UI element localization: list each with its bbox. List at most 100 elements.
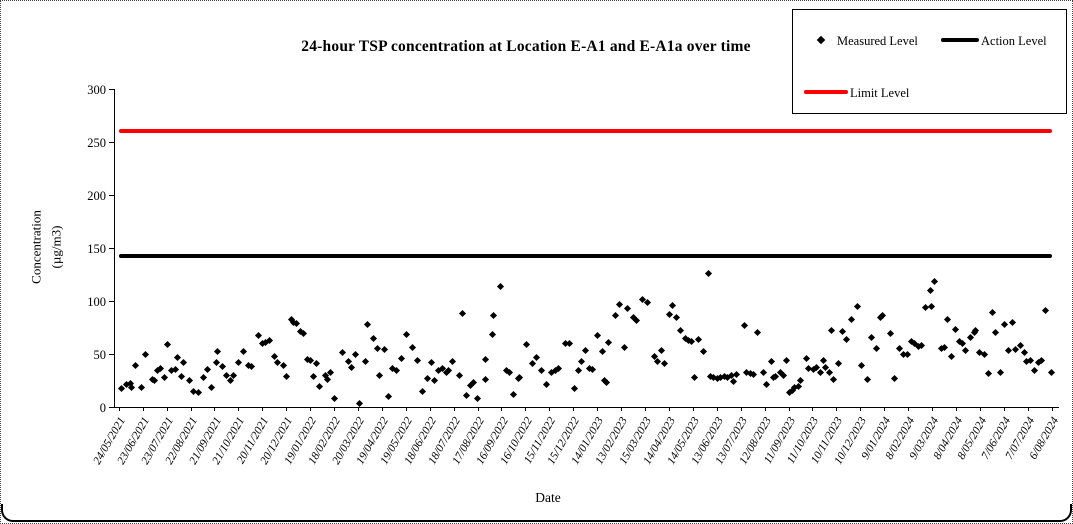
data-point bbox=[330, 394, 338, 403]
x-tick bbox=[932, 407, 934, 411]
data-point bbox=[834, 360, 842, 368]
y-tick bbox=[109, 88, 115, 90]
x-tick bbox=[836, 407, 838, 411]
data-point bbox=[927, 286, 935, 294]
data-point bbox=[1020, 349, 1028, 357]
data-point bbox=[482, 355, 490, 363]
data-point bbox=[705, 269, 713, 277]
y-tick bbox=[109, 406, 115, 408]
data-point bbox=[827, 327, 836, 335]
x-tick bbox=[429, 407, 431, 411]
data-point bbox=[611, 312, 619, 320]
data-point bbox=[449, 357, 457, 365]
data-point bbox=[523, 340, 531, 349]
x-tick bbox=[1003, 407, 1005, 411]
data-point bbox=[462, 391, 470, 399]
data-point bbox=[989, 309, 997, 317]
data-point bbox=[598, 348, 606, 356]
measured-level-diamond-icon bbox=[816, 35, 826, 45]
y-axis-title-line1: Concentration bbox=[28, 210, 44, 284]
data-point bbox=[397, 354, 405, 362]
x-tick bbox=[740, 407, 742, 411]
x-tick bbox=[955, 407, 957, 411]
data-point bbox=[352, 350, 360, 358]
x-tick bbox=[573, 407, 575, 411]
action-level-line-icon bbox=[941, 38, 979, 42]
data-point bbox=[312, 360, 320, 368]
data-point bbox=[254, 332, 263, 340]
data-point bbox=[323, 375, 331, 383]
data-point bbox=[375, 371, 383, 379]
action-level-line bbox=[118, 254, 1053, 259]
data-point bbox=[239, 348, 247, 356]
data-point bbox=[996, 368, 1005, 376]
data-point bbox=[643, 298, 651, 306]
data-point bbox=[930, 278, 938, 286]
data-point bbox=[283, 372, 291, 380]
legend-label-measured-level: Measured Level bbox=[837, 34, 918, 48]
data-point bbox=[863, 375, 871, 383]
data-point bbox=[489, 331, 497, 339]
data-point bbox=[767, 357, 775, 365]
data-point bbox=[581, 347, 589, 355]
x-tick bbox=[166, 407, 168, 411]
data-point bbox=[128, 384, 136, 392]
data-point bbox=[676, 327, 684, 335]
x-tick bbox=[860, 407, 862, 411]
x-tick bbox=[812, 407, 814, 411]
data-point bbox=[589, 366, 597, 374]
data-point bbox=[180, 358, 188, 367]
data-point bbox=[385, 392, 393, 400]
data-point bbox=[873, 345, 881, 353]
y-tick-label: 200 bbox=[87, 188, 106, 203]
x-tick bbox=[692, 407, 694, 411]
data-point bbox=[886, 330, 894, 338]
data-point bbox=[951, 326, 959, 334]
data-point bbox=[891, 374, 899, 382]
data-point bbox=[430, 376, 438, 385]
x-tick bbox=[357, 407, 359, 411]
y-tick bbox=[109, 300, 115, 302]
data-point bbox=[361, 357, 369, 365]
x-tick bbox=[453, 407, 455, 411]
data-point bbox=[571, 385, 579, 393]
data-point bbox=[839, 328, 847, 336]
data-point bbox=[458, 310, 466, 318]
x-tick bbox=[884, 407, 886, 411]
x-tick bbox=[1027, 407, 1029, 411]
legend-label-action-level: Action Level bbox=[981, 34, 1047, 48]
data-point bbox=[235, 358, 243, 367]
data-point bbox=[699, 348, 707, 356]
data-point bbox=[496, 282, 504, 290]
data-point bbox=[532, 353, 540, 361]
data-point bbox=[754, 329, 762, 337]
data-point bbox=[364, 320, 372, 328]
data-point bbox=[408, 344, 416, 352]
data-point bbox=[992, 329, 1000, 337]
data-point bbox=[605, 338, 613, 346]
data-point bbox=[577, 357, 585, 365]
x-tick bbox=[118, 407, 120, 411]
data-point bbox=[309, 372, 317, 380]
data-point bbox=[980, 350, 988, 358]
x-tick bbox=[477, 407, 479, 411]
x-tick bbox=[405, 407, 407, 411]
limit-level-line bbox=[118, 129, 1053, 134]
data-point bbox=[665, 311, 673, 319]
y-tick bbox=[109, 141, 115, 143]
data-point bbox=[380, 346, 388, 354]
x-tick bbox=[286, 407, 288, 411]
limit-level-line-icon bbox=[804, 90, 848, 94]
x-tick bbox=[310, 407, 312, 411]
data-point bbox=[1030, 367, 1038, 375]
data-point bbox=[1009, 318, 1017, 326]
data-point bbox=[413, 356, 421, 364]
data-point bbox=[266, 336, 274, 344]
data-point bbox=[779, 371, 787, 379]
x-tick bbox=[668, 407, 670, 411]
data-point bbox=[669, 301, 677, 309]
x-tick bbox=[381, 407, 383, 411]
data-point bbox=[248, 363, 256, 371]
data-point bbox=[403, 331, 411, 339]
chart-title: 24-hour TSP concentration at Location E-… bbox=[301, 38, 751, 55]
